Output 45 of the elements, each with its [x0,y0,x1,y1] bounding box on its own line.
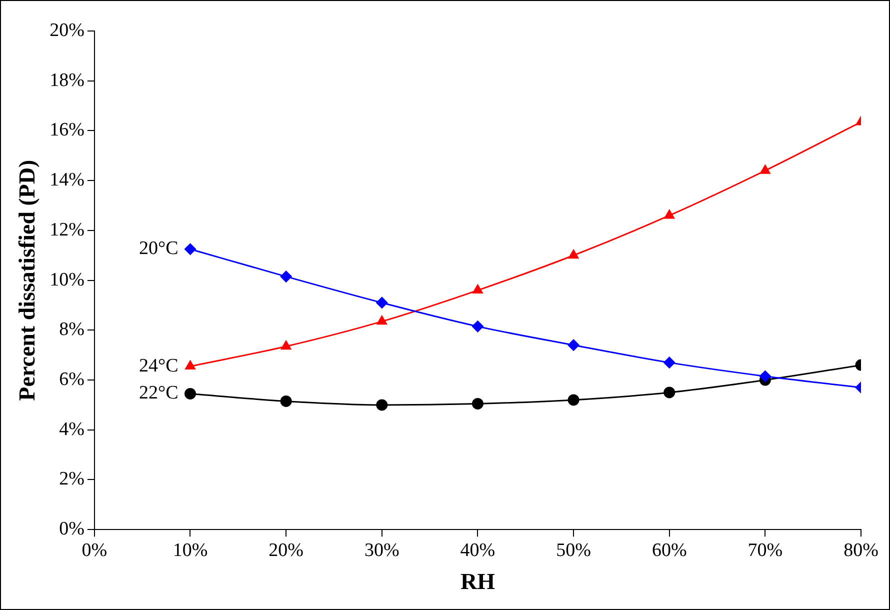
point [664,210,674,219]
y-tick-label: 20% [50,20,85,41]
series-label: 20°C [138,238,178,260]
point [664,386,676,398]
x-tick-label: 70% [748,540,783,561]
point [759,370,771,382]
point [280,270,292,282]
x-tick-label: 40% [460,540,496,561]
x-tick-label: 10% [172,540,208,561]
x-axis-title: RH [460,569,496,594]
y-tick-label: 18% [50,70,85,91]
point [760,164,770,174]
x-tick-label: 0% [82,540,108,561]
point [472,398,484,410]
point [376,296,388,308]
point [184,388,196,400]
point [280,395,292,407]
point [376,316,387,325]
point [568,250,579,259]
x-tick-label: 20% [268,540,304,561]
x-tick-label: 30% [364,540,400,561]
y-axis-title: Percent dissatisfied (PD) [14,160,40,401]
point [568,394,580,406]
point [280,340,292,350]
y-tick-label: 10% [50,269,85,290]
y-tick-label: 14% [50,170,85,191]
y-tick-label: 8% [59,319,85,340]
point [185,360,196,370]
x-tick-label: 80% [844,540,879,561]
point [184,243,196,255]
point [472,284,483,294]
point [472,320,484,332]
x-tick-label: 50% [556,540,592,561]
series-label: 22°C [138,382,178,404]
point [664,356,676,368]
series-label: 24°C [138,355,178,376]
x-tick-label: 60% [652,540,687,561]
point [568,339,580,351]
point [376,399,388,411]
y-tick-label: 2% [59,468,85,490]
y-tick-label: 12% [50,219,85,240]
y-tick-label: 0% [59,518,85,540]
y-tick-label: 6% [59,369,85,390]
y-tick-label: 16% [50,120,85,141]
y-tick-label: 4% [59,418,85,440]
